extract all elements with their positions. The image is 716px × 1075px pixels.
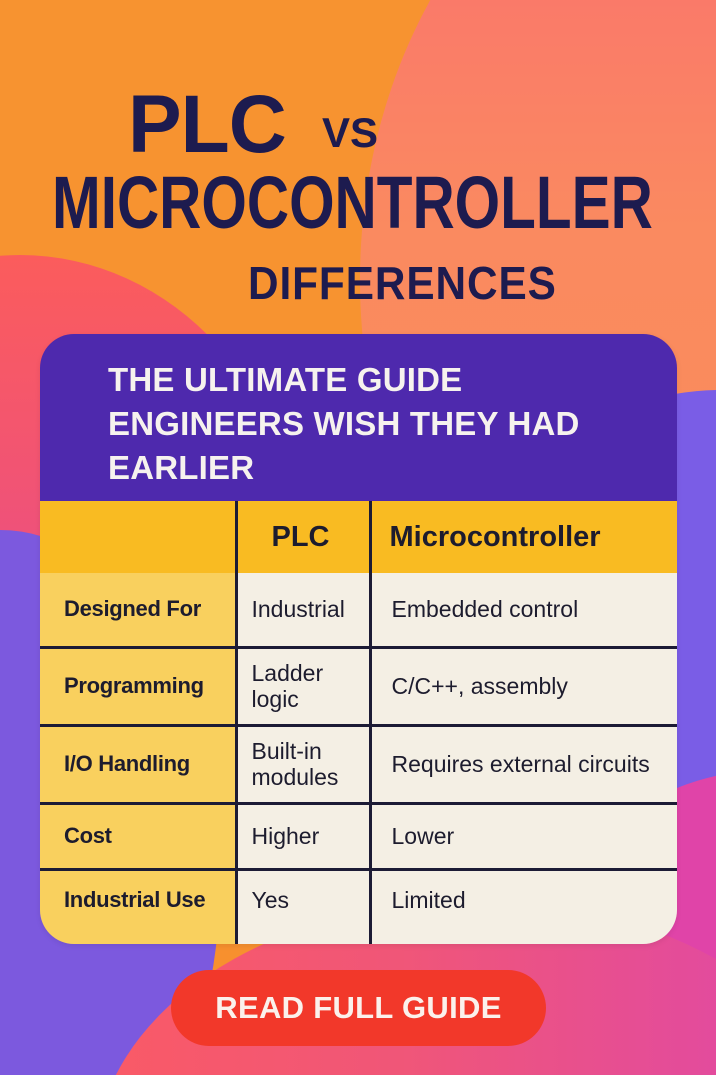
- cell-microcontroller: Limited: [368, 867, 677, 944]
- title-microcontroller: MICROCONTROLLER: [52, 161, 653, 244]
- column-header-plc: PLC: [234, 501, 372, 573]
- comparison-card: THE ULTIMATE GUIDE ENGINEERS WISH THEY H…: [40, 334, 677, 944]
- row-label: Programming: [40, 645, 238, 727]
- card-heading: THE ULTIMATE GUIDE ENGINEERS WISH THEY H…: [40, 334, 677, 501]
- title-vs: VS: [322, 109, 379, 156]
- title-plc: PLC: [128, 79, 287, 170]
- column-header-microcontroller: Microcontroller: [368, 501, 677, 573]
- cell-plc: Higher: [234, 801, 372, 871]
- cell-microcontroller: Lower: [368, 801, 677, 871]
- comparison-table: PLC Microcontroller Designed For Industr…: [40, 501, 677, 944]
- card-heading-line: THE ULTIMATE GUIDE: [108, 361, 463, 398]
- title-differences: DIFFERENCES: [248, 257, 557, 309]
- row-label: I/O Handling: [40, 723, 238, 805]
- card-heading-line: EARLIER: [108, 449, 255, 486]
- table-row: Designed For Industrial Embedded control: [40, 573, 677, 649]
- table-row: I/O Handling Built-in modules Requires e…: [40, 723, 677, 805]
- read-full-guide-button[interactable]: READ FULL GUIDE: [171, 970, 546, 1046]
- row-label: Cost: [40, 801, 238, 871]
- card-heading-line: ENGINEERS WISH THEY HAD: [108, 405, 580, 442]
- table-row: Industrial Use Yes Limited: [40, 867, 677, 944]
- cell-plc: Industrial: [234, 573, 372, 649]
- table-row: Cost Higher Lower: [40, 801, 677, 871]
- cell-plc: Yes: [234, 867, 372, 944]
- cell-microcontroller: Embedded control: [368, 573, 677, 649]
- column-header-empty: [40, 501, 238, 573]
- row-label: Designed For: [40, 573, 238, 649]
- cell-microcontroller: C/C++, assembly: [368, 645, 677, 727]
- cell-plc: Built-in modules: [234, 723, 372, 805]
- cell-microcontroller: Requires external circuits: [368, 723, 677, 805]
- cell-plc: Ladder logic: [234, 645, 372, 727]
- table-row: Programming Ladder logic C/C++, assembly: [40, 645, 677, 727]
- row-label: Industrial Use: [40, 867, 238, 944]
- table-header-row: PLC Microcontroller: [40, 501, 677, 573]
